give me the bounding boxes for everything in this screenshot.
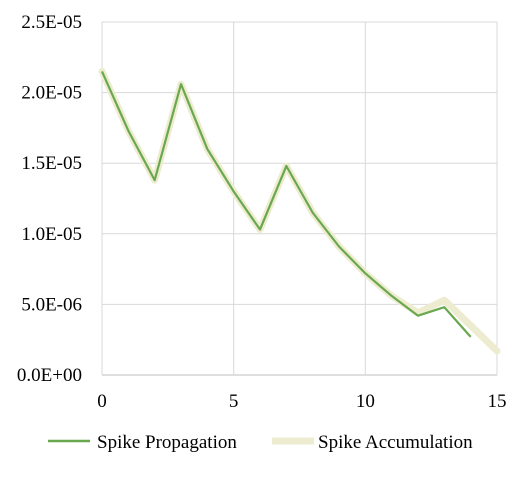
y-tick-label: 2.5E-05: [21, 12, 82, 33]
legend-label-spike-propagation: Spike Propagation: [97, 432, 237, 453]
x-tick-label: 10: [356, 391, 375, 412]
y-axis-tick-labels: 0.0E+00 5.0E-06 1.0E-05 1.5E-05 2.0E-05 2.5E-…: [17, 12, 82, 386]
y-tick-label: 1.5E-05: [21, 153, 82, 174]
y-tick-label: 5.0E-06: [21, 294, 82, 315]
legend: Spike Propagation Spike Accumulation: [48, 432, 473, 453]
y-tick-label: 2.0E-05: [21, 83, 82, 104]
x-axis-tick-labels: 0 5 10 15: [97, 391, 506, 412]
y-tick-label: 0.0E+00: [17, 365, 82, 386]
plot-series: [98, 67, 501, 355]
y-tick-label: 1.0E-05: [21, 224, 82, 245]
x-tick-label: 5: [229, 391, 239, 412]
series-line-spike-propagation: [100, 70, 472, 338]
legend-label-spike-accumulation: Spike Accumulation: [318, 432, 473, 453]
grid-lines: [101, 21, 498, 376]
x-tick-label: 15: [488, 391, 507, 412]
x-tick-label: 0: [97, 391, 107, 412]
